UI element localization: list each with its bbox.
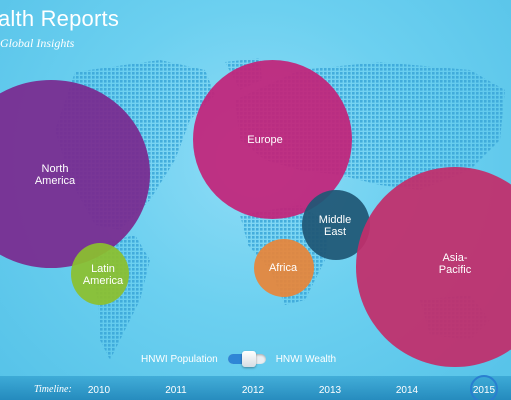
metric-toggle-switch[interactable] — [227, 351, 266, 367]
app-title: alth Reports — [0, 6, 120, 31]
label-asia-pacific: Asia-Pacific — [438, 252, 472, 276]
toggle-knob[interactable] — [241, 351, 256, 367]
toggle-fill — [227, 354, 248, 364]
bubble-africa[interactable] — [254, 239, 314, 297]
label-africa: Africa — [268, 262, 298, 274]
timeline-bar: Timeline: 2010 2011 2012 2013 2014 2015 — [0, 376, 511, 400]
hnwi-population-label[interactable]: HNWI Population — [141, 353, 218, 365]
year-2013[interactable]: 2013 — [318, 385, 342, 396]
label-latin-america: Latin America — [82, 263, 124, 287]
label-europe: Europe — [247, 134, 283, 146]
metric-toggle-row: HNWI Population HNWI Wealth — [141, 350, 336, 368]
bubble-latin-america[interactable] — [71, 243, 129, 305]
selected-year-indicator — [470, 375, 498, 400]
year-2014[interactable]: 2014 — [395, 385, 419, 396]
label-north-america: North America — [34, 163, 76, 187]
year-2012[interactable]: 2012 — [241, 385, 265, 396]
bubble-asia-pacific[interactable] — [356, 167, 511, 367]
year-2011[interactable]: 2011 — [165, 385, 187, 396]
timeline-label: Timeline: — [34, 384, 72, 395]
year-2010[interactable]: 2010 — [87, 385, 111, 396]
app-subtitle: Global Insights — [0, 36, 75, 50]
label-middle-east: Middle East — [318, 214, 352, 238]
hnwi-wealth-label[interactable]: HNWI Wealth — [275, 353, 337, 365]
